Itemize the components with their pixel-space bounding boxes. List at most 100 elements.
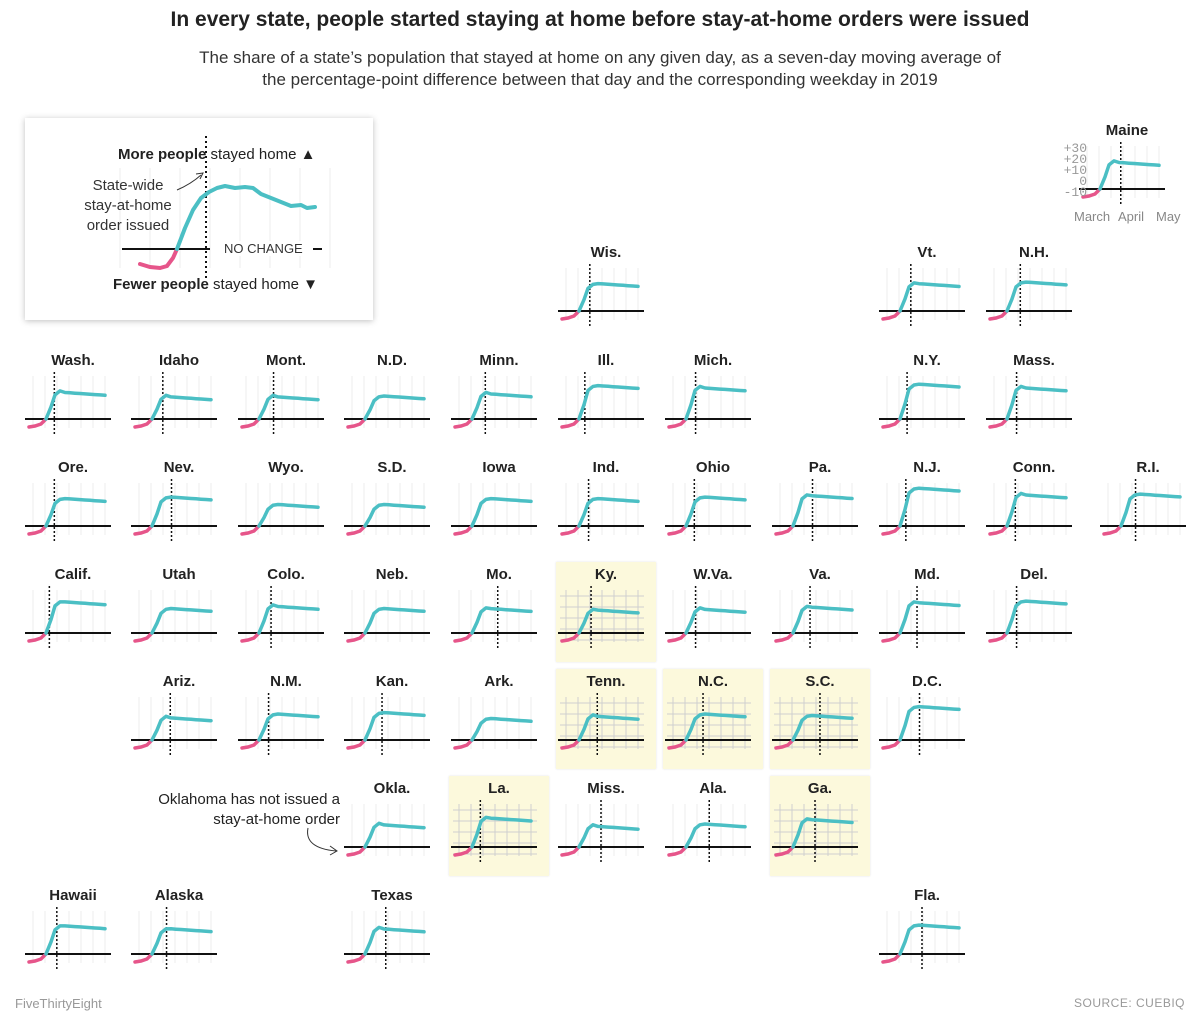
state-plot-ore — [25, 479, 111, 543]
negative-line — [453, 524, 474, 536]
positive-line — [791, 493, 854, 528]
negative-line — [240, 631, 261, 643]
state-chart-n-y: N.Y. — [877, 348, 977, 448]
positive-line — [363, 394, 426, 421]
state-plot-va — [772, 586, 858, 650]
state-chart-ill: Ill. — [556, 348, 656, 448]
negative-line — [667, 631, 688, 643]
positive-line — [44, 924, 107, 956]
state-plot-hawaii — [25, 907, 111, 971]
state-plot-r-i — [1100, 479, 1186, 543]
state-name-n-y: N.Y. — [913, 352, 941, 369]
state-chart-ala: Ala. — [663, 776, 763, 876]
state-name-s-c: S.C. — [805, 673, 835, 690]
negative-line — [346, 738, 367, 750]
maine-month-march: March — [1074, 209, 1111, 224]
state-chart-pa: Pa. — [770, 455, 870, 555]
state-plot-tenn — [558, 693, 644, 757]
state-chart-ohio: Ohio — [663, 455, 763, 555]
positive-line — [577, 281, 640, 313]
state-plot-ohio — [665, 479, 751, 543]
negative-line — [667, 524, 688, 536]
negative-line — [346, 524, 367, 536]
state-chart-ore: Ore. — [23, 455, 123, 555]
state-name-minn: Minn. — [479, 352, 519, 369]
positive-line — [363, 606, 426, 635]
state-plot-iowa — [451, 483, 537, 536]
negative-line — [667, 845, 688, 857]
legend-more-label: More people stayed home ▲ — [118, 146, 316, 163]
maine-y-axis: +30 +20 +10 0 -10 — [1063, 141, 1087, 200]
negative-line — [240, 524, 261, 536]
positive-line — [257, 603, 320, 635]
state-plot-texas — [344, 907, 430, 971]
state-plot-mass — [986, 372, 1072, 436]
positive-line — [577, 496, 640, 528]
state-plot-neb — [344, 590, 430, 643]
positive-line — [898, 382, 961, 421]
state-plot-alaska — [131, 907, 217, 971]
state-name-iowa: Iowa — [482, 459, 516, 476]
legend-no-change-label: NO CHANGE — [221, 241, 306, 256]
positive-line — [44, 600, 107, 635]
negative-line — [453, 417, 474, 429]
state-chart-del: Del. — [984, 562, 1084, 662]
state-chart-n-h: N.H. — [984, 240, 1084, 340]
positive-line — [470, 716, 533, 742]
state-plot-wyo — [238, 483, 324, 536]
state-name-ore: Ore. — [57, 459, 88, 476]
positive-line — [150, 714, 213, 742]
negative-line — [988, 417, 1009, 429]
state-plot-conn — [986, 479, 1072, 543]
positive-line — [470, 815, 533, 849]
state-name-tenn: Tenn. — [586, 673, 626, 690]
state-chart-conn: Conn. — [984, 455, 1084, 555]
state-chart-idaho: Idaho — [129, 348, 229, 448]
oklahoma-note: Oklahoma has not issued a stay-at-home o… — [158, 791, 340, 828]
positive-line — [684, 384, 747, 421]
negative-line — [346, 845, 367, 857]
state-plot-wash — [25, 372, 111, 436]
state-name-ariz: Ariz. — [162, 673, 196, 690]
state-plot-s-d — [344, 483, 430, 536]
grid — [453, 804, 537, 856]
state-name-vt: Vt. — [917, 244, 937, 261]
state-name-md: Md. — [914, 566, 940, 583]
state-name-ark: Ark. — [484, 673, 514, 690]
state-plot-n-h — [986, 264, 1072, 328]
negative-line — [133, 524, 154, 536]
state-name-alaska: Alaska — [154, 887, 204, 904]
state-chart-tenn: Tenn. — [556, 669, 656, 769]
negative-line — [240, 417, 261, 429]
grid — [560, 590, 644, 642]
state-plot-mont — [238, 372, 324, 436]
state-chart-neb: Neb. — [342, 562, 442, 662]
legend-arrow — [176, 174, 202, 191]
negative-line — [27, 417, 48, 429]
state-chart-wyo: Wyo. — [236, 455, 336, 555]
negative-line — [667, 417, 688, 429]
positive-line — [1119, 492, 1182, 528]
subtitle-line-2: the percentage-point difference between … — [262, 70, 938, 89]
state-chart-calif: Calif. — [23, 562, 123, 662]
state-chart-la: La. — [449, 776, 549, 876]
state-chart-nev: Nev. — [129, 455, 229, 555]
negative-line — [133, 417, 154, 429]
state-chart-mont: Mont. — [236, 348, 336, 448]
positive-line — [684, 712, 747, 742]
maine-month-april: April — [1118, 209, 1145, 224]
state-chart-fla: Fla. — [877, 883, 977, 983]
state-name-ga: Ga. — [807, 780, 833, 797]
negative-line — [774, 524, 795, 536]
state-name-mo: Mo. — [486, 566, 512, 583]
legend-positive-line — [175, 184, 317, 251]
state-name-texas: Texas — [371, 887, 413, 904]
state-chart-colo: Colo. — [236, 562, 336, 662]
state-chart-s-d: S.D. — [342, 455, 442, 555]
state-plot-colo — [238, 586, 324, 650]
negative-line — [27, 952, 48, 964]
negative-line — [881, 952, 902, 964]
state-plot-idaho — [131, 372, 217, 436]
maine-month-may: May — [1156, 209, 1181, 224]
negative-line — [988, 631, 1009, 643]
